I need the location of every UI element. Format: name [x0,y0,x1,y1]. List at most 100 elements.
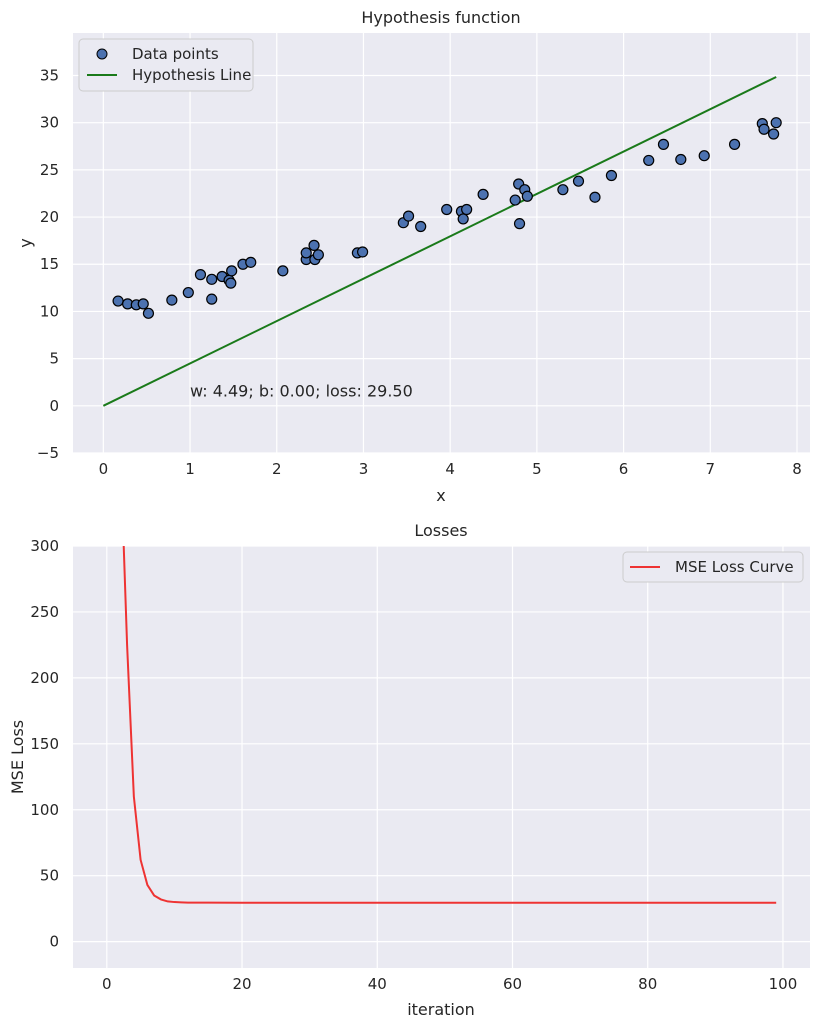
x-tick-label: 20 [232,975,251,993]
losses-legend-box [622,551,804,583]
data-point [557,184,569,196]
data-point [112,295,124,307]
losses-chart: 0 20 40 60 80 100 0 50 100 150 200 250 300 Losses i… [8,521,810,1019]
y-tick-label: 0 [49,933,59,951]
mse-loss-curve-series [122,546,777,904]
x-tick-label: 2 [272,460,282,478]
hypothesis-plot-area [73,33,810,453]
data-point [137,298,149,310]
y-tick-label: 50 [40,867,59,885]
y-tick-label: 10 [40,302,59,320]
x-tick-label: 7 [706,460,716,478]
data-point [589,191,601,203]
x-tick-label: 40 [368,975,387,993]
y-tick-label: 25 [40,161,59,179]
data-point [182,286,194,299]
y-tick-label: 5 [49,350,59,368]
data-point [226,265,238,277]
data-point [356,246,369,258]
mse-loss-line [122,546,777,904]
data-point [142,307,155,319]
y-tick-label: 15 [40,255,59,273]
y-tick-label: 30 [40,114,59,132]
hypothesis-chart: 0 1 2 3 4 5 6 7 8 −5 0 5 10 15 20 25 30 35 Hypothesis fu… [16,8,810,505]
losses-gridlines [73,545,810,968]
hypothesis-y-axis-label: y [16,238,35,247]
x-tick-label: 100 [769,975,798,993]
hypothesis-x-tick-labels: 0 1 2 3 4 5 6 7 8 [99,460,802,478]
x-tick-label: 8 [792,460,802,478]
losses-y-tick-labels: 0 50 100 150 200 250 300 [30,537,59,951]
y-tick-label: 20 [40,208,59,226]
y-tick-label: 300 [30,537,59,555]
data-point [461,203,473,216]
data-point [728,138,741,150]
y-tick-label: 35 [40,66,59,84]
data-point [300,247,312,259]
legend-label-hypothesis-line: Hypothesis Line [132,66,251,84]
data-points-series [112,117,782,319]
hypothesis-gridlines [73,33,810,454]
data-point [675,153,687,166]
data-point [245,256,257,268]
data-point [194,269,207,281]
hypothesis-legend: Data points Hypothesis Line [78,38,254,92]
data-point [225,277,237,289]
data-point [758,123,770,135]
losses-legend: MSE Loss Curve [622,551,804,583]
x-tick-label: 5 [532,460,542,478]
losses-x-tick-labels: 0 20 40 60 80 100 [102,975,797,993]
data-point [572,175,585,187]
y-tick-label: 150 [30,735,59,753]
data-point [166,294,178,306]
x-tick-label: 1 [185,460,195,478]
data-point [657,138,670,150]
y-tick-label: 250 [30,603,59,621]
y-tick-label: −5 [37,444,59,462]
data-point [206,273,218,285]
losses-y-axis-label: MSE Loss [8,720,27,794]
data-point [509,194,521,206]
data-point [770,117,782,129]
data-point [513,218,526,230]
hypothesis-line [102,76,777,407]
data-point [457,213,469,225]
hypothesis-line-series [102,76,777,407]
losses-x-axis-label: iteration [407,1000,475,1019]
losses-plot-area [73,546,810,968]
y-tick-label: 100 [30,801,59,819]
x-tick-label: 3 [359,460,369,478]
fit-annotation: w: 4.49; b: 0.00; loss: 29.50 [190,382,413,401]
x-tick-label: 80 [638,975,657,993]
hypothesis-y-tick-labels: −5 0 5 10 15 20 25 30 35 [37,66,59,462]
data-point [206,293,218,305]
data-point [441,203,453,216]
losses-chart-title: Losses [414,521,467,540]
legend-label-data-points: Data points [132,45,219,63]
hypothesis-x-axis-label: x [436,486,445,505]
data-point [767,128,780,140]
data-point [698,150,710,162]
y-tick-label: 0 [49,397,59,415]
x-tick-label: 60 [503,975,522,993]
data-point [643,154,655,167]
legend-marker-data-points [96,48,108,60]
data-point [277,265,289,277]
data-point [402,210,415,222]
hypothesis-chart-title: Hypothesis function [361,8,520,27]
data-point [605,169,618,182]
y-tick-label: 200 [30,669,59,687]
legend-label-mse-loss-curve: MSE Loss Curve [675,558,794,576]
data-point [477,188,489,200]
data-point [415,220,427,233]
data-point [312,249,324,261]
x-tick-label: 4 [445,460,455,478]
x-tick-label: 6 [619,460,629,478]
x-tick-label: 0 [99,460,109,478]
data-point [308,239,320,251]
data-point [521,190,533,202]
hypothesis-legend-box [78,38,254,92]
x-tick-label: 0 [102,975,112,993]
